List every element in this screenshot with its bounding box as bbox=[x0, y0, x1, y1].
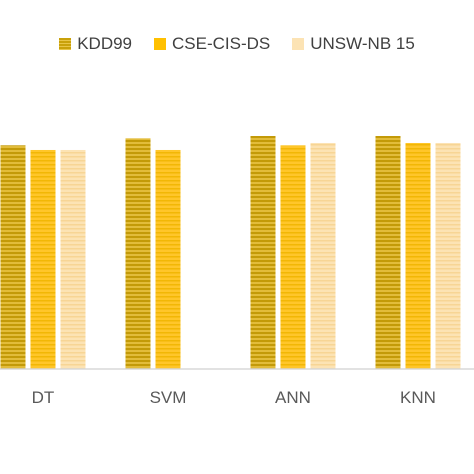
bar-dt-unsw-nb-15 bbox=[60, 149, 86, 369]
x-tick-labels: DT SVM ANN KNN bbox=[32, 388, 436, 407]
legend-label-cse-cis-ds: CSE-CIS-DS bbox=[172, 34, 271, 53]
bar-dt-kdd99 bbox=[0, 145, 26, 369]
x-tick-label-svm: SVM bbox=[150, 388, 187, 407]
bar-knn-kdd99 bbox=[375, 136, 401, 369]
bar-ann-cse-cis-ds bbox=[280, 145, 306, 369]
bar-knn-unsw-nb-15 bbox=[435, 142, 461, 369]
legend-item-cse-cis-ds: CSE-CIS-DS bbox=[154, 34, 270, 54]
bars-group bbox=[0, 136, 461, 369]
legend-label-unsw-nb15: UNSW-NB 15 bbox=[310, 34, 415, 53]
bar-knn-cse-cis-ds bbox=[405, 142, 431, 369]
legend-swatch-kdd99 bbox=[59, 38, 72, 50]
legend-swatch-cse-cis-ds bbox=[154, 38, 167, 50]
legend-item-kdd99: KDD99 bbox=[59, 34, 132, 54]
x-tick-label-ann: ANN bbox=[275, 388, 311, 407]
bar-svm-kdd99 bbox=[125, 138, 151, 369]
legend-label-kdd99: KDD99 bbox=[77, 34, 133, 53]
legend-item-unsw-nb15: UNSW-NB 15 bbox=[292, 34, 415, 54]
x-tick-label-dt: DT bbox=[32, 388, 55, 407]
legend: KDD99 CSE-CIS-DS UNSW-NB 15 bbox=[0, 34, 474, 54]
x-tick-label-knn: KNN bbox=[400, 388, 436, 407]
bar-dt-cse-cis-ds bbox=[30, 149, 56, 369]
bar-ann-unsw-nb-15 bbox=[310, 142, 336, 369]
legend-swatch-unsw-nb15 bbox=[292, 38, 305, 50]
bar-ann-kdd99 bbox=[250, 136, 276, 369]
bar-svm-cse-cis-ds bbox=[155, 149, 181, 369]
